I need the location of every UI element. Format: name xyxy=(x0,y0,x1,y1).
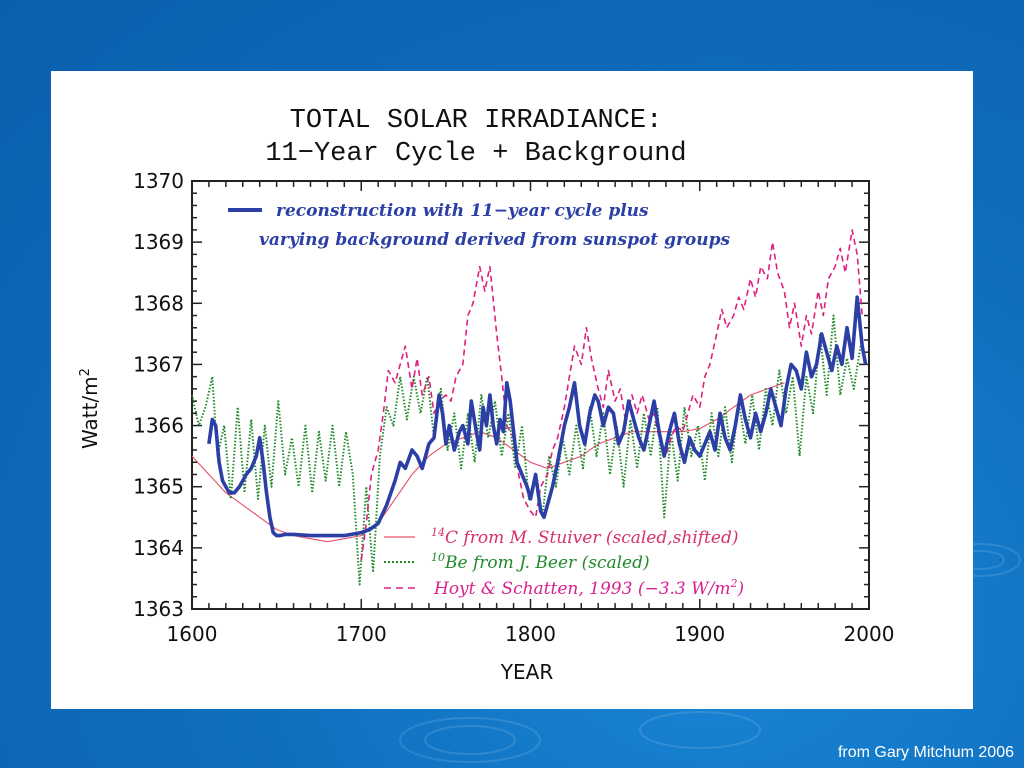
legend-hoyt-text-b: ) xyxy=(736,579,744,599)
legend-14c: 14C from M. Stuiver (scaled,shifted) xyxy=(431,526,738,548)
y-tick-label: 1370 xyxy=(133,169,184,193)
x-axis-ticks: 1600 1700 1800 1900 2000 xyxy=(167,622,895,646)
chart-panel: TOTAL SOLAR IRRADIANCE: 11−Year Cycle + … xyxy=(51,71,973,709)
legend-hoyt-sup: 2 xyxy=(729,577,737,590)
chart-subtitle: 11−Year Cycle + Background xyxy=(265,139,686,169)
legend-top-line1: reconstruction with 11−year cycle plus xyxy=(276,201,649,221)
y-axis-label-sup: 2 xyxy=(78,368,93,376)
y-tick-label: 1367 xyxy=(133,352,184,376)
x-tick-label: 1600 xyxy=(167,622,218,646)
y-tick-label: 1366 xyxy=(133,414,184,438)
series-layer xyxy=(191,229,868,586)
series-line-0 xyxy=(207,295,868,538)
y-tick-label: 1368 xyxy=(133,291,184,315)
y-axis-label-text: Watt/m xyxy=(78,376,102,449)
legend-10be-sup: 10 xyxy=(431,551,445,564)
y-axis-label: Watt/m2 xyxy=(78,368,102,449)
x-tick-label: 1800 xyxy=(505,622,556,646)
series-line-2 xyxy=(191,314,862,586)
legend-14c-sup: 14 xyxy=(431,526,445,539)
y-axis-ticks: 1363 1364 1365 1366 1367 1368 1369 1370 xyxy=(133,169,184,621)
chart-title: TOTAL SOLAR IRRADIANCE: xyxy=(290,106,663,136)
legend-top-line2: varying background derived from sunspot … xyxy=(259,230,731,250)
legend-10be: 10Be from J. Beer (scaled) xyxy=(431,551,650,573)
series-line-3 xyxy=(360,229,863,561)
x-axis-label: YEAR xyxy=(500,660,554,684)
y-tick-label: 1365 xyxy=(133,475,184,499)
y-tick-label: 1363 xyxy=(133,597,184,621)
plot-frame xyxy=(191,180,870,610)
legend-14c-text: C from M. Stuiver (scaled,shifted) xyxy=(445,528,738,548)
credit-text: from Gary Mitchum 2006 xyxy=(837,744,1014,761)
legend-hoyt-text-a: Hoyt & Schatten, 1993 (−3.3 W/m xyxy=(433,579,730,599)
solar-irradiance-chart: TOTAL SOLAR IRRADIANCE: 11−Year Cycle + … xyxy=(78,106,895,684)
x-tick-label: 1900 xyxy=(674,622,725,646)
legend-10be-text: Be from J. Beer (scaled) xyxy=(444,553,650,573)
legend-top: reconstruction with 11−year cycle plus v… xyxy=(228,201,731,250)
x-tick-label: 2000 xyxy=(844,622,895,646)
y-tick-label: 1364 xyxy=(133,536,184,560)
legend-bottom: 14C from M. Stuiver (scaled,shifted) 10B… xyxy=(384,526,744,599)
legend-hoyt: Hoyt & Schatten, 1993 (−3.3 W/m2) xyxy=(433,577,744,599)
x-tick-label: 1700 xyxy=(336,622,387,646)
y-tick-label: 1369 xyxy=(133,230,184,254)
